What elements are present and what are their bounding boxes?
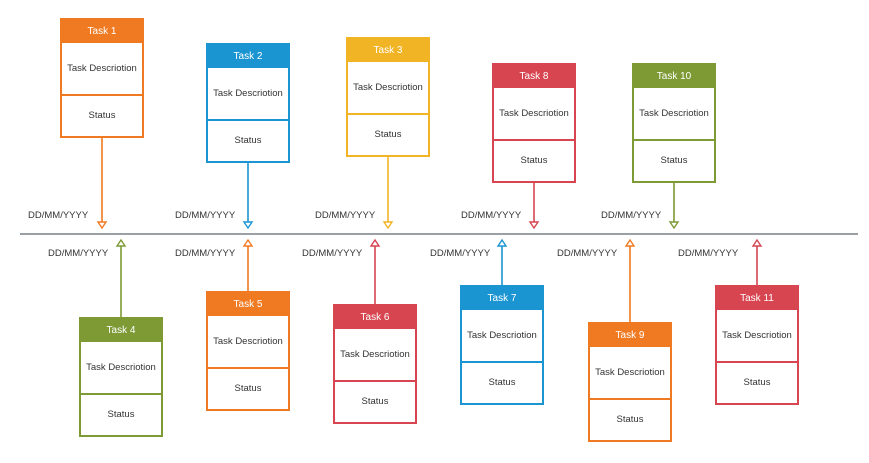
task-2-description: Task Descriotion bbox=[208, 68, 288, 121]
task-3-status: Status bbox=[374, 129, 402, 140]
task-9-card[interactable]: Task 9 Task Descriotion Status bbox=[588, 322, 672, 442]
task-2-status: Status bbox=[234, 135, 262, 146]
timeline-axis bbox=[20, 233, 858, 235]
task-6-card[interactable]: Task 6 Task Descriotion Status bbox=[333, 304, 417, 424]
task-10-title: Task 10 bbox=[634, 65, 714, 88]
task-3-card[interactable]: Task 3 Task Descriotion Status bbox=[346, 37, 430, 157]
task-3-title: Task 3 bbox=[348, 39, 428, 62]
task-6-date: DD/MM/YYYY bbox=[302, 248, 363, 259]
task-11-description: Task Descriotion bbox=[717, 310, 797, 363]
task-11-card[interactable]: Task 11 Task Descriotion Status bbox=[715, 285, 799, 405]
task-5-status: Status bbox=[234, 383, 262, 394]
task-11-status: Status bbox=[743, 377, 771, 388]
task-5-card[interactable]: Task 5 Task Descriotion Status bbox=[206, 291, 290, 411]
task-1-date: DD/MM/YYYY bbox=[28, 210, 89, 221]
task-3-arrow-icon bbox=[382, 221, 394, 230]
task-9-description: Task Descriotion bbox=[590, 347, 670, 400]
task-2-arrow-icon bbox=[242, 221, 254, 230]
task-8-date: DD/MM/YYYY bbox=[461, 210, 522, 221]
task-8-title: Task 8 bbox=[494, 65, 574, 88]
task-9-title: Task 9 bbox=[590, 324, 670, 347]
task-4-status: Status bbox=[107, 409, 135, 420]
task-7-description: Task Descriotion bbox=[462, 310, 542, 363]
task-6-title: Task 6 bbox=[335, 306, 415, 329]
task-10-status: Status bbox=[660, 155, 688, 166]
task-11-arrow-icon bbox=[751, 238, 763, 247]
task-5-description: Task Descriotion bbox=[208, 316, 288, 369]
task-9-arrow-icon bbox=[624, 238, 636, 247]
task-1-title: Task 1 bbox=[62, 20, 142, 43]
task-1-status: Status bbox=[88, 110, 116, 121]
task-2-date: DD/MM/YYYY bbox=[175, 210, 236, 221]
task-10-arrow-icon bbox=[668, 221, 680, 230]
task-3-description: Task Descriotion bbox=[348, 62, 428, 115]
task-8-arrow-icon bbox=[528, 221, 540, 230]
task-1-arrow-icon bbox=[96, 221, 108, 230]
task-4-title: Task 4 bbox=[81, 319, 161, 342]
task-7-arrow-icon bbox=[496, 238, 508, 247]
task-3-date: DD/MM/YYYY bbox=[315, 210, 376, 221]
task-2-card[interactable]: Task 2 Task Descriotion Status bbox=[206, 43, 290, 163]
task-5-arrow-icon bbox=[242, 238, 254, 247]
task-1-description: Task Descriotion bbox=[62, 43, 142, 96]
task-10-date: DD/MM/YYYY bbox=[601, 210, 662, 221]
task-4-arrow-icon bbox=[115, 238, 127, 247]
task-9-date: DD/MM/YYYY bbox=[557, 248, 618, 259]
task-2-title: Task 2 bbox=[208, 45, 288, 68]
task-8-description: Task Descriotion bbox=[494, 88, 574, 141]
task-5-title: Task 5 bbox=[208, 293, 288, 316]
task-4-description: Task Descriotion bbox=[81, 342, 161, 395]
task-8-status: Status bbox=[520, 155, 548, 166]
task-5-date: DD/MM/YYYY bbox=[175, 248, 236, 259]
task-1-card[interactable]: Task 1 Task Descriotion Status bbox=[60, 18, 144, 138]
task-10-description: Task Descriotion bbox=[634, 88, 714, 141]
task-6-description: Task Descriotion bbox=[335, 329, 415, 382]
task-4-card[interactable]: Task 4 Task Descriotion Status bbox=[79, 317, 163, 437]
task-6-arrow-icon bbox=[369, 238, 381, 247]
task-9-status: Status bbox=[616, 414, 644, 425]
task-7-date: DD/MM/YYYY bbox=[430, 248, 491, 259]
task-11-title: Task 11 bbox=[717, 287, 797, 310]
task-7-status: Status bbox=[488, 377, 516, 388]
task-10-card[interactable]: Task 10 Task Descriotion Status bbox=[632, 63, 716, 183]
task-6-status: Status bbox=[361, 396, 389, 407]
task-4-date: DD/MM/YYYY bbox=[48, 248, 109, 259]
task-7-card[interactable]: Task 7 Task Descriotion Status bbox=[460, 285, 544, 405]
task-7-title: Task 7 bbox=[462, 287, 542, 310]
task-11-date: DD/MM/YYYY bbox=[678, 248, 739, 259]
task-8-card[interactable]: Task 8 Task Descriotion Status bbox=[492, 63, 576, 183]
